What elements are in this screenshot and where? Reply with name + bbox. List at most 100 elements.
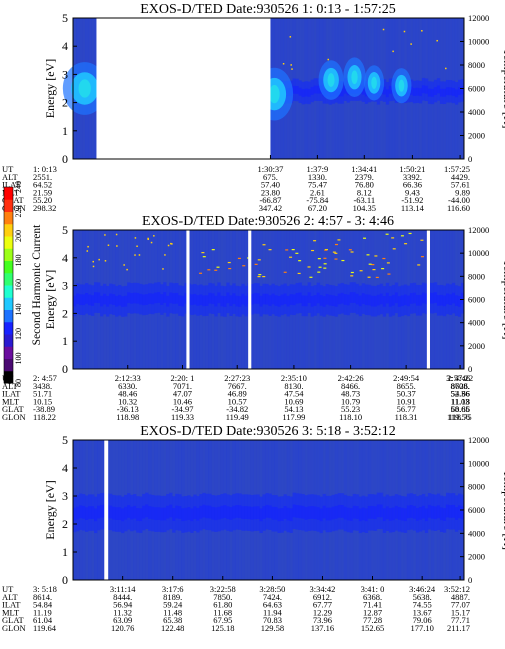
y2-tick-label: 2000 xyxy=(468,552,485,562)
ephemeris-value: 75.47 xyxy=(308,180,327,190)
noise-speckle xyxy=(86,250,89,252)
colorbar-segment xyxy=(4,223,13,237)
colorbar-segment xyxy=(4,321,13,335)
y2-axis-label: Temperature [K] xyxy=(501,48,505,128)
noise-speckle xyxy=(350,275,354,277)
ephemeris-value: 3:41: 0 xyxy=(361,584,385,594)
ephemeris-value: 64.63 xyxy=(263,600,282,610)
noise-speckle xyxy=(282,63,285,65)
noise-speckle xyxy=(381,268,385,270)
ephemeris-value: 3:28:50 xyxy=(259,584,285,594)
ephemeris-value: 59.24 xyxy=(163,600,183,610)
ephemeris-value: -34.97 xyxy=(171,404,193,414)
y2-tick-label: 12000 xyxy=(468,225,489,235)
noise-speckle xyxy=(290,64,292,66)
ephemeris-value: -44.00 xyxy=(448,195,470,205)
ephemeris-value: 50.37 xyxy=(397,389,416,399)
noise-speckle xyxy=(254,263,258,265)
ephemeris-value: 120.76 xyxy=(111,623,134,633)
ephemeris-value: 137.16 xyxy=(311,623,334,633)
ephemeris-value: 46.89 xyxy=(228,389,247,399)
spectrogram-panel-3: EXOS-D/TED Date:930526 3: 5:18 - 3:52:12… xyxy=(2,424,505,633)
noise-speckle xyxy=(341,259,345,262)
ephemeris-value: 119.56 xyxy=(447,412,470,422)
spectrogram-panel-1: EXOS-D/TED Date:930526 1: 0:13 - 1:57:25… xyxy=(2,2,505,213)
noise-speckle xyxy=(403,30,406,33)
hotspot-2-peak xyxy=(269,85,280,104)
noise-speckle xyxy=(410,43,412,45)
noise-speckle xyxy=(227,261,231,264)
colorbar-tick-label: 140 xyxy=(14,304,23,316)
colorbar-segment xyxy=(4,334,13,347)
noise-speckle xyxy=(136,245,138,248)
y2-tick-label: 10000 xyxy=(468,37,489,47)
y2-tick-label: 4000 xyxy=(468,318,485,328)
noise-speckle xyxy=(138,254,141,256)
data-gap-1 xyxy=(104,440,109,580)
ephemeris-value: 67.95 xyxy=(213,615,232,625)
noise-speckle xyxy=(334,258,338,260)
colorbar-segment xyxy=(4,346,13,359)
ephemeris-value: 1:37:9 xyxy=(307,164,329,174)
y-tick-label: 5 xyxy=(62,223,68,237)
y-tick-label: 3 xyxy=(62,67,68,81)
ephemeris-value: 125.18 xyxy=(211,623,234,633)
ephemeris-row-label: MLT xyxy=(2,396,20,406)
noise-speckle xyxy=(150,241,153,244)
y2-tick-label: 4000 xyxy=(468,107,485,117)
ephemeris-value: 2:42:26 xyxy=(338,373,364,383)
ephemeris-value: 347.42 xyxy=(259,203,282,213)
ephemeris-value: 79.06 xyxy=(413,615,432,625)
y2-axis-label: Temperature [K] xyxy=(501,470,505,550)
ephemeris-value: 129.58 xyxy=(261,623,284,633)
noise-speckle xyxy=(386,262,390,264)
ephemeris-value: 2:57:22 xyxy=(447,373,473,383)
noise-speckle xyxy=(104,260,107,262)
ephemeris-value: 64.52 xyxy=(33,180,52,190)
y-tick-label: 2 xyxy=(62,96,68,110)
ephemeris-value: 10.79 xyxy=(341,396,360,406)
ephemeris-value: 71.41 xyxy=(363,600,382,610)
noise-speckle xyxy=(202,256,206,258)
ephemeris-value: 3: 4:46 xyxy=(446,373,470,383)
ephemeris-value: 3: 5:18 xyxy=(33,584,57,594)
noise-speckle xyxy=(207,269,211,271)
noise-speckle xyxy=(216,266,220,268)
ephemeris-value: 10.57 xyxy=(228,396,247,406)
noise-speckle xyxy=(392,248,396,250)
noise-speckle xyxy=(258,274,262,276)
ephemeris-value: 11.48 xyxy=(163,607,182,617)
ephemeris-row-label: ALT xyxy=(2,381,19,391)
ephemeris-value: 77.28 xyxy=(363,615,382,625)
noise-speckle xyxy=(417,264,421,266)
hotspot-3-peak xyxy=(327,73,335,87)
ephemeris-value: 11.19 xyxy=(33,607,52,617)
ephemeris-value: 11.94 xyxy=(263,607,283,617)
ephemeris-value: 63.09 xyxy=(113,615,132,625)
ephemeris-value: 13.67 xyxy=(413,607,432,617)
ephemeris-value: 3:17:6 xyxy=(162,584,184,594)
y2-tick-label: 6000 xyxy=(468,295,485,305)
ephemeris-value: 7850. xyxy=(213,592,232,602)
ephemeris-value: 11.32 xyxy=(113,607,132,617)
ephemeris-value: 118.10 xyxy=(339,412,362,422)
noise-speckle xyxy=(242,265,246,267)
y-tick-label: 2 xyxy=(62,306,68,320)
noise-speckle xyxy=(285,249,289,251)
ephemeris-value: 12.29 xyxy=(313,607,332,617)
ephemeris-value: 177.10 xyxy=(410,623,433,633)
ephemeris-value: 2:12:33 xyxy=(115,373,141,383)
noise-speckle xyxy=(382,257,386,260)
noise-speckle xyxy=(382,28,385,31)
noise-speckle xyxy=(387,273,391,275)
noise-speckle xyxy=(87,245,89,248)
colorbar-segment xyxy=(4,370,13,384)
noise-speckle xyxy=(123,264,125,266)
noise-speckle xyxy=(164,254,166,256)
noise-speckle xyxy=(385,233,389,235)
panel-2-band xyxy=(73,230,465,369)
ephemeris-value: 1:50:21 xyxy=(399,164,425,174)
colorbar-segment xyxy=(4,260,13,274)
ephemeris-row-label: ILAT xyxy=(2,600,21,610)
ephemeris-value: 56.77 xyxy=(397,404,416,414)
